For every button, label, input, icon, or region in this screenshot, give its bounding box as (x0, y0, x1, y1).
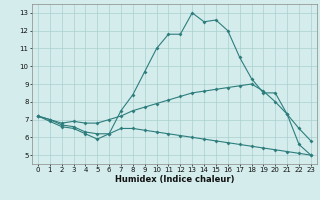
X-axis label: Humidex (Indice chaleur): Humidex (Indice chaleur) (115, 175, 234, 184)
